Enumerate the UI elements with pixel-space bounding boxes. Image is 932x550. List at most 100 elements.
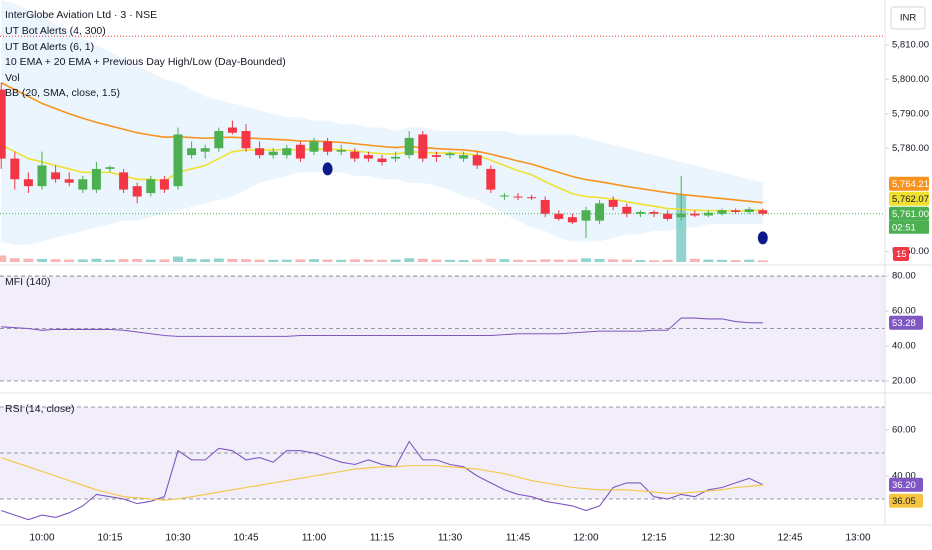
volume-bar bbox=[703, 259, 714, 262]
candle-body bbox=[676, 213, 686, 218]
volume-bar bbox=[676, 194, 687, 262]
candle-body bbox=[350, 151, 360, 159]
pane-title[interactable]: RSI (14, close) bbox=[5, 403, 74, 415]
candle-body bbox=[635, 212, 645, 214]
volume-bar bbox=[567, 259, 578, 262]
volume-bar bbox=[200, 259, 211, 262]
volume-bar bbox=[513, 259, 523, 262]
value-badge: 36.20 bbox=[892, 480, 916, 491]
volume-bar bbox=[757, 260, 768, 262]
price-badge-bg bbox=[889, 191, 929, 206]
volume-bar bbox=[526, 260, 537, 262]
volume-bar bbox=[50, 259, 61, 262]
volume-bar bbox=[295, 259, 306, 262]
volume-bar bbox=[417, 258, 428, 262]
volume-bar bbox=[254, 259, 265, 262]
volume-bar bbox=[213, 258, 224, 262]
volume-bar bbox=[145, 259, 156, 262]
candle-body bbox=[486, 168, 496, 190]
x-tick-label: 11:00 bbox=[302, 533, 327, 544]
candle-body bbox=[255, 148, 265, 156]
candle-body bbox=[51, 172, 61, 180]
volume-bar bbox=[540, 259, 551, 262]
candle-body bbox=[472, 155, 482, 166]
indicator-line bbox=[1, 317, 763, 337]
candle-body bbox=[663, 213, 673, 219]
volume-bar bbox=[553, 259, 564, 262]
candle-body bbox=[268, 151, 278, 156]
candle-body bbox=[554, 213, 564, 219]
volume-bar bbox=[118, 259, 129, 262]
y-tick-label: 40.00 bbox=[892, 341, 916, 352]
indicator-legend[interactable]: Vol bbox=[5, 72, 20, 84]
ema-line bbox=[0, 82, 763, 204]
volume-bar bbox=[281, 259, 292, 262]
pane-title[interactable]: MFI (140) bbox=[5, 276, 51, 288]
volume-bar bbox=[608, 259, 619, 262]
candle-body bbox=[499, 195, 509, 197]
volume-bar bbox=[336, 259, 347, 262]
value-badge-bg bbox=[889, 315, 923, 330]
candle-body bbox=[581, 210, 591, 221]
candle-body bbox=[132, 186, 142, 197]
volume-bar bbox=[349, 259, 360, 262]
candle-body bbox=[527, 197, 537, 199]
indicator-legend[interactable]: UT Bot Alerts (4, 300) bbox=[5, 25, 106, 37]
y-tick-label: 5,750.00 bbox=[892, 246, 929, 257]
candle-body bbox=[363, 155, 373, 159]
y-tick-label: 60.00 bbox=[892, 306, 916, 317]
volume-bar bbox=[390, 259, 401, 262]
candle-body bbox=[744, 209, 754, 213]
x-tick-label: 11:15 bbox=[370, 533, 395, 544]
volume-bar bbox=[77, 259, 88, 262]
candle-body bbox=[758, 210, 768, 214]
currency: INR bbox=[900, 13, 917, 24]
candle-body bbox=[64, 179, 74, 183]
y-tick-label: 5,790.00 bbox=[892, 108, 929, 119]
candle-body bbox=[459, 155, 469, 159]
candle-body bbox=[418, 134, 428, 159]
volume-bar bbox=[649, 260, 659, 262]
candle-body bbox=[731, 210, 741, 213]
candle-body bbox=[119, 172, 129, 190]
signal-dot bbox=[757, 231, 768, 245]
price-badge: 5,762.07 bbox=[892, 194, 929, 205]
candle-body bbox=[241, 131, 251, 149]
indicator-legend[interactable]: UT Bot Alerts (6, 1) bbox=[5, 41, 94, 53]
indicator-legend[interactable]: 10 EMA + 20 EMA + Previous Day High/Low … bbox=[5, 56, 286, 68]
candle-body bbox=[227, 127, 237, 133]
volume-bar bbox=[717, 259, 727, 262]
indicator-legend[interactable]: BB (20, SMA, close, 1.5) bbox=[5, 87, 120, 99]
x-tick-label: 11:45 bbox=[506, 533, 531, 544]
price-badge-bg bbox=[889, 176, 929, 191]
y-tick-label: 60.00 bbox=[892, 424, 916, 435]
x-tick-label: 12:00 bbox=[573, 533, 598, 544]
volume-bar bbox=[458, 260, 469, 262]
candle-body bbox=[173, 134, 183, 187]
price-badge-bg bbox=[889, 206, 929, 221]
candle-body bbox=[282, 148, 292, 156]
volume-bar bbox=[105, 259, 115, 262]
currency-box[interactable] bbox=[890, 6, 926, 30]
symbol-title: InterGlobe Aviation Ltd · 3 · NSE bbox=[5, 9, 157, 21]
volume-bar bbox=[744, 259, 755, 262]
volume-bar bbox=[241, 259, 251, 262]
ema-line bbox=[0, 144, 763, 212]
countdown-bg bbox=[889, 220, 929, 234]
volume-bar bbox=[431, 259, 442, 262]
volume-bar bbox=[581, 258, 591, 262]
y-tick-label: 5,810.00 bbox=[892, 39, 929, 50]
y-tick-label: 80.00 bbox=[892, 271, 916, 282]
x-tick-label: 10:45 bbox=[233, 533, 258, 544]
volume-bar bbox=[309, 259, 319, 262]
candle-body bbox=[295, 144, 305, 159]
volume-bar bbox=[227, 258, 238, 262]
y-tick-label: 40.00 bbox=[892, 471, 916, 482]
volume-bar bbox=[64, 259, 75, 262]
indicator-line bbox=[1, 457, 763, 501]
volume-bar bbox=[322, 259, 333, 262]
volume-bar bbox=[173, 256, 183, 262]
candle-body bbox=[200, 148, 210, 152]
value-badge: 53.28 bbox=[892, 318, 916, 329]
